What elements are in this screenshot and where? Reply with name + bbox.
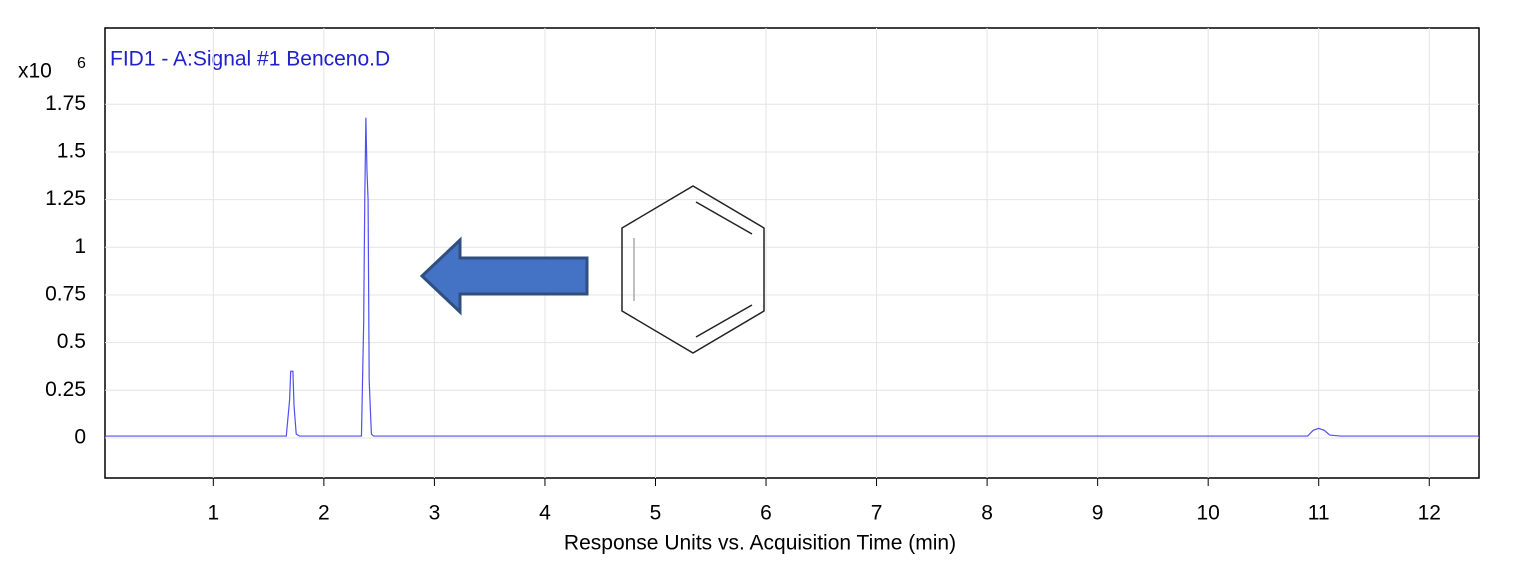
x-tick-label: 10 (1196, 502, 1219, 525)
y-tick-label: 0.25 (45, 378, 86, 401)
y-tick-label: 1 (74, 235, 86, 258)
y-tick-label: 1.25 (45, 187, 86, 210)
x-tick-label: 5 (650, 502, 662, 525)
y-tick-label: 0.75 (45, 282, 86, 305)
y-tick-label: 0 (74, 426, 86, 449)
x-tick-label: 8 (981, 502, 993, 525)
x-tick-label: 1 (207, 502, 219, 525)
x-tick-label: 12 (1418, 502, 1441, 525)
y-multiplier: x10 (18, 60, 52, 83)
benzene-ring (621, 185, 765, 354)
x-tick-label: 9 (1092, 502, 1104, 525)
plot-frame (104, 27, 1480, 479)
y-tick-label: 1.5 (57, 139, 86, 162)
x-tick-label: 7 (871, 502, 883, 525)
chart-title: FID1 - A:Signal #1 Benceno.D (110, 48, 390, 71)
y-tick-label: 0.5 (57, 330, 86, 353)
x-axis-label: Response Units vs. Acquisition Time (min… (564, 532, 956, 555)
y-exponent: 6 (77, 55, 86, 72)
x-tick-label: 11 (1308, 502, 1330, 525)
y-tick-label: 1.75 (45, 92, 86, 115)
x-tick-label: 6 (760, 502, 772, 525)
x-tick-label: 2 (318, 502, 330, 525)
x-tick-label: 3 (429, 502, 441, 525)
signal-line (105, 117, 1479, 437)
x-tick-label: 4 (539, 502, 551, 525)
arrow (419, 236, 589, 316)
